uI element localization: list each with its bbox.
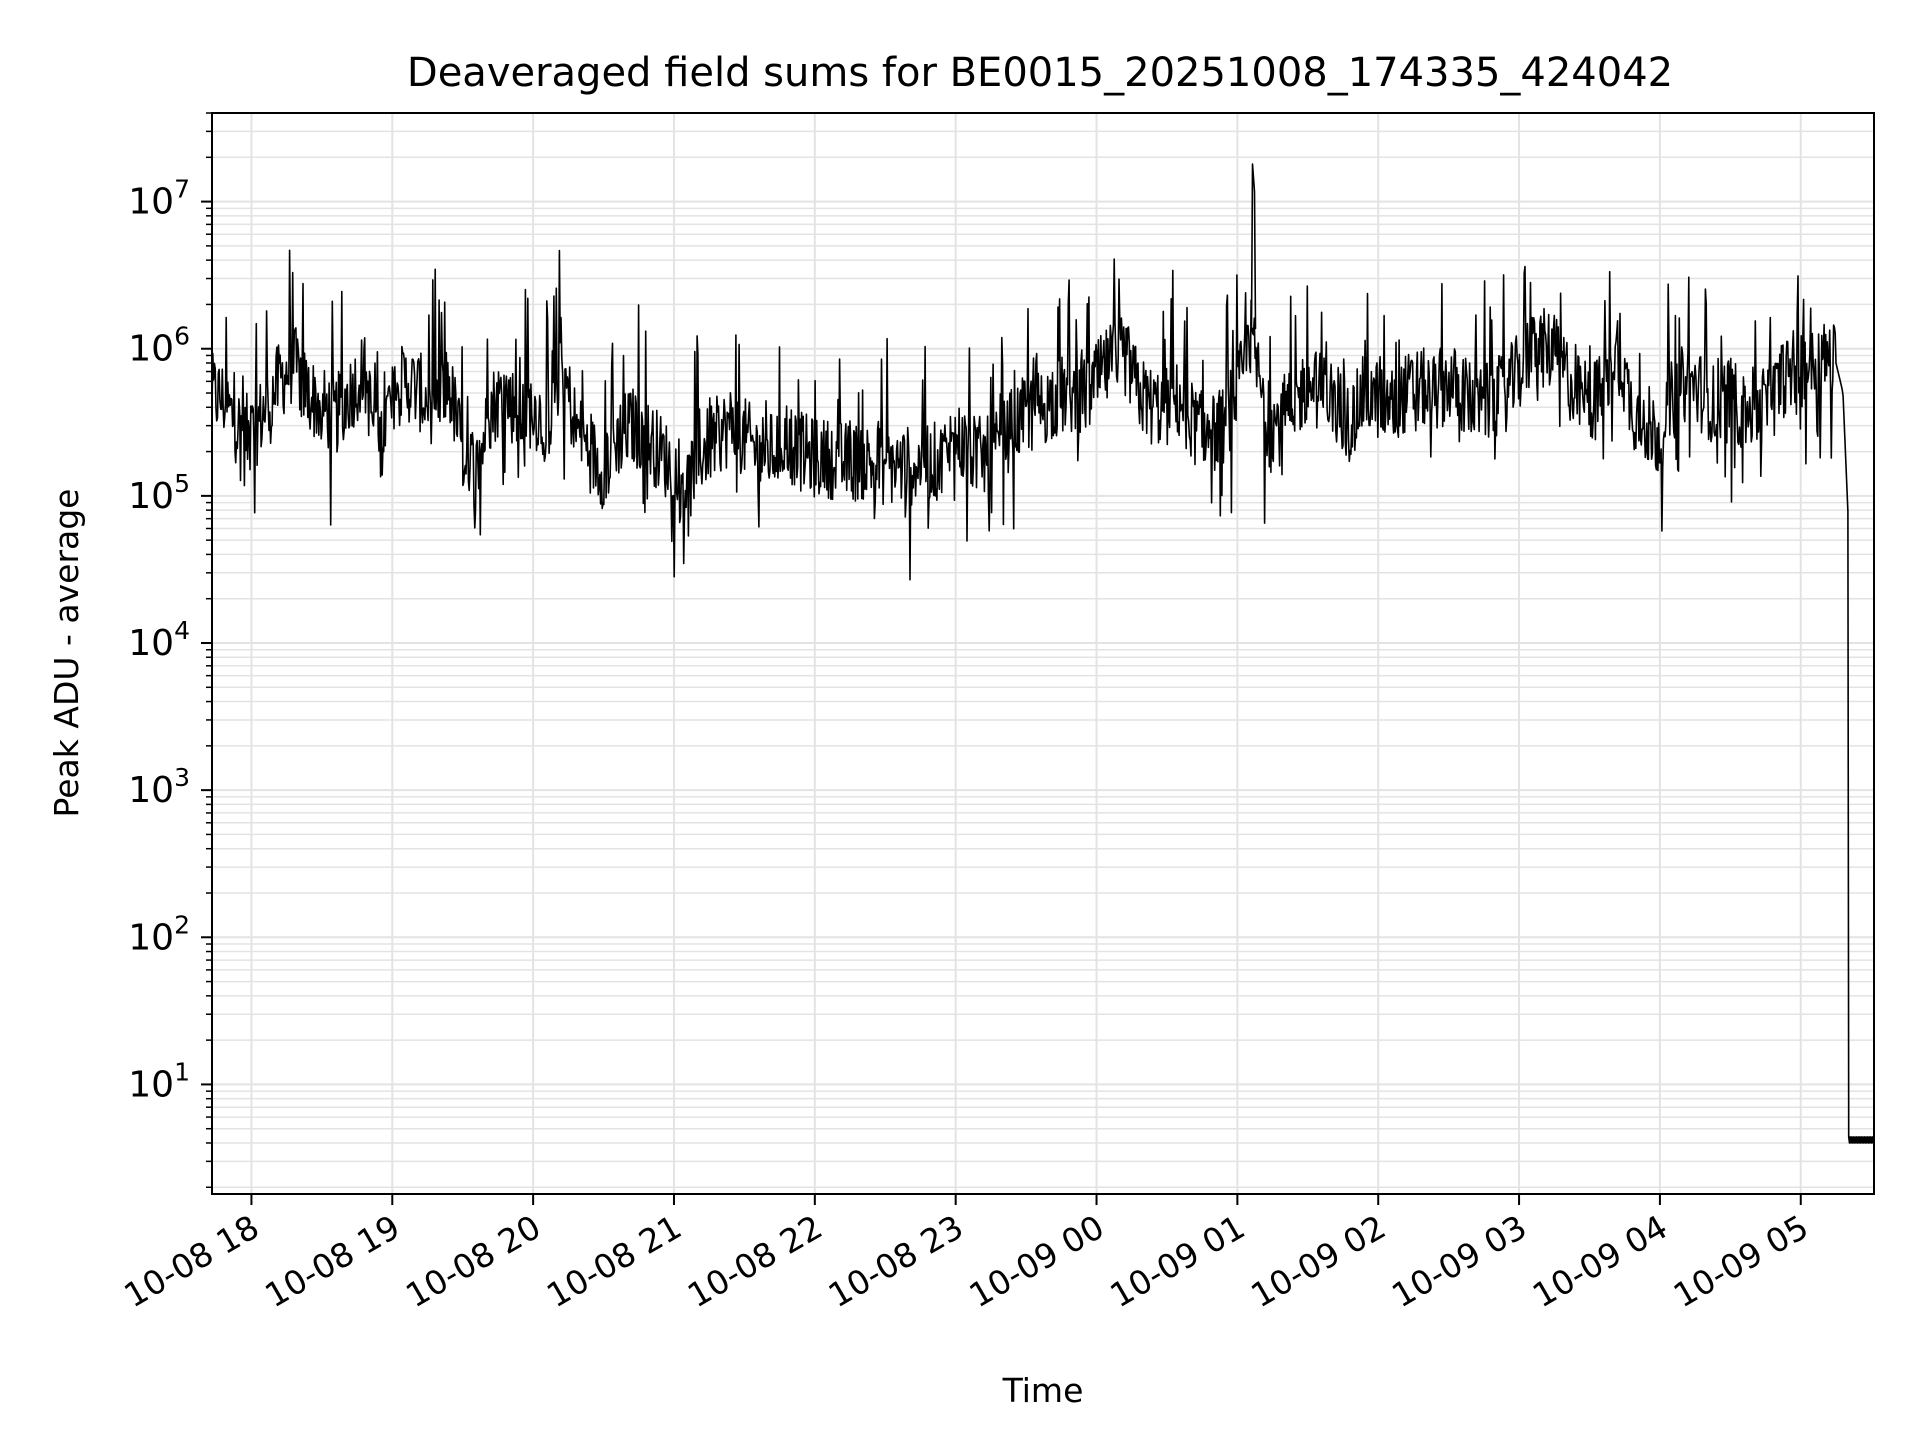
- grid: [212, 112, 1874, 1194]
- y-tick-label: 101: [128, 1057, 190, 1105]
- y-tick-label: 102: [128, 910, 190, 958]
- y-axis-label: Peak ADU - average: [47, 489, 86, 818]
- y-tick-label: 105: [128, 469, 190, 517]
- y-tick-label: 106: [128, 322, 190, 370]
- series-layer: [211, 163, 1875, 1144]
- y-tick-label: 107: [128, 175, 190, 223]
- chart-title: Deaveraged field sums for BE0015_2025100…: [407, 50, 1673, 96]
- series-line: [211, 163, 1875, 1144]
- y-axis: 101 102 103 104 105 106 107: [128, 112, 212, 1189]
- x-axis-label: Time: [1002, 1371, 1084, 1410]
- y-tick-label: 103: [128, 763, 190, 811]
- y-tick-label: 104: [128, 616, 190, 664]
- plot-frame: [211, 112, 1875, 1195]
